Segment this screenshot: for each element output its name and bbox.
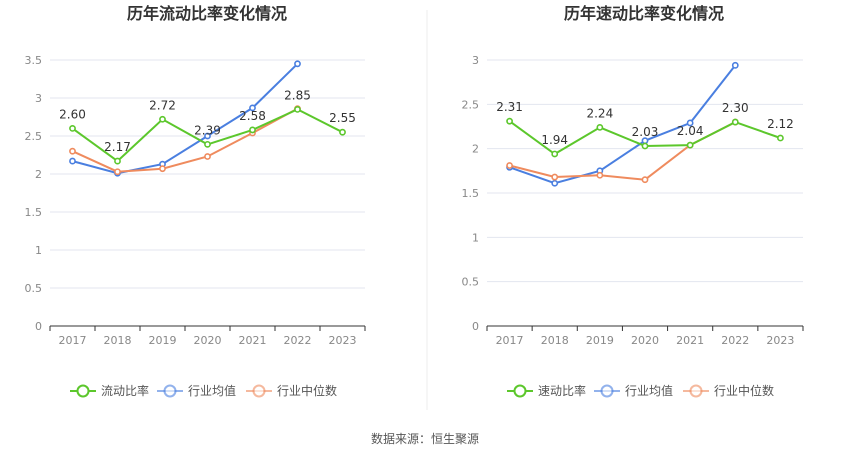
data-point [777, 134, 784, 142]
legend-item-3: 行业中位数 [683, 383, 774, 398]
legend-item-3: 行业中位数 [246, 383, 337, 398]
data-label: 2.85 [284, 88, 311, 102]
x-tick-label: 2023 [766, 334, 794, 347]
y-tick-label: 2 [35, 168, 42, 181]
y-tick-label: 0.5 [462, 276, 480, 289]
data-point [731, 118, 739, 126]
y-tick-label: 1.5 [25, 206, 43, 219]
legend-item-1: 流动比率 [70, 383, 149, 398]
x-tick-label: 2017 [496, 334, 524, 347]
data-point [686, 141, 694, 149]
legend-marker [600, 384, 614, 398]
legend-marker [252, 384, 266, 398]
x-tick-label: 2020 [631, 334, 659, 347]
data-label: 2.17 [104, 140, 131, 154]
data-point [69, 124, 76, 132]
legend-label: 速动比率 [538, 383, 586, 398]
data-point [551, 179, 559, 187]
data-label: 2.72 [149, 98, 176, 112]
series-line-3 [72, 107, 298, 173]
chart-title: 历年流动比率变化情况 [127, 4, 287, 23]
data-point [204, 153, 211, 160]
source-note: 数据来源：恒生聚源 [371, 431, 479, 446]
data-point [596, 123, 604, 131]
data-point [204, 132, 211, 140]
data-point [506, 162, 513, 169]
data-point [249, 104, 256, 112]
data-label: 2.03 [632, 125, 659, 139]
data-point [551, 173, 559, 181]
data-point [339, 128, 346, 136]
data-point [159, 115, 166, 123]
legend-label: 流动比率 [101, 383, 149, 398]
legend-marker [76, 384, 90, 398]
data-point [114, 157, 121, 165]
data-point [159, 165, 166, 173]
legend-label: 行业均值 [188, 383, 236, 398]
legend-item-1: 速动比率 [507, 383, 586, 398]
y-tick-label: 2.5 [462, 98, 480, 111]
data-label: 2.12 [767, 117, 794, 131]
series-line-2 [509, 64, 737, 185]
data-point [641, 176, 649, 184]
legend-label: 行业均值 [625, 383, 673, 398]
y-tick-label: 0 [472, 320, 479, 333]
data-label: 2.60 [59, 107, 86, 121]
chart-panel-2: 历年速动比率变化情况 0 0.5 1 1.5 2 2.5 3 2017 2018 2019 2020 2… [462, 4, 804, 398]
data-point [596, 171, 604, 179]
x-tick-label: 2019 [149, 334, 177, 347]
x-tick-label: 2021 [239, 334, 267, 347]
data-label: 2.58 [239, 109, 266, 123]
legend-label: 行业中位数 [277, 383, 337, 398]
data-label: 2.04 [677, 124, 704, 138]
data-point [114, 168, 121, 176]
data-point [204, 140, 211, 148]
data-label: 2.24 [586, 106, 613, 120]
data-label: 2.30 [722, 101, 749, 115]
legend-marker [513, 384, 527, 398]
data-label: 2.55 [329, 111, 356, 125]
y-tick-label: 2.5 [25, 130, 43, 143]
y-tick-label: 1.5 [462, 187, 480, 200]
legend-item-2: 行业均值 [157, 383, 236, 398]
x-tick-label: 2021 [676, 334, 704, 347]
chart-title: 历年速动比率变化情况 [564, 4, 724, 23]
legend-item-2: 行业均值 [594, 383, 673, 398]
data-point [294, 60, 301, 68]
legend-label: 行业中位数 [714, 383, 774, 398]
x-tick-label: 2022 [721, 334, 749, 347]
data-point [641, 142, 649, 150]
y-tick-label: 1 [472, 231, 479, 244]
x-tick-label: 2018 [104, 334, 132, 347]
x-tick-label: 2019 [586, 334, 614, 347]
data-point [69, 157, 76, 165]
y-tick-label: 0.5 [25, 282, 43, 295]
y-tick-label: 3 [35, 92, 42, 105]
data-point [294, 106, 301, 113]
y-tick-label: 0 [35, 320, 42, 333]
data-point [249, 126, 256, 134]
x-tick-label: 2017 [59, 334, 87, 347]
y-tick-label: 1 [35, 244, 42, 257]
data-point [686, 119, 694, 127]
series-line-2 [72, 63, 299, 175]
x-tick-label: 2023 [329, 334, 357, 347]
y-tick-label: 2 [472, 143, 479, 156]
chart-panel-1: 历年流动比率变化情况 0 0.5 1 1.5 2 2.5 3 3.5 2017 2018 2019 20… [25, 4, 366, 398]
x-tick-label: 2020 [194, 334, 222, 347]
legend-marker [689, 384, 703, 398]
y-tick-label: 3.5 [25, 54, 43, 67]
data-point [506, 117, 513, 125]
x-tick-label: 2018 [541, 334, 569, 347]
data-point [551, 150, 559, 158]
y-tick-label: 3 [472, 54, 479, 67]
data-point [731, 61, 739, 69]
data-point [69, 147, 76, 155]
data-label: 2.31 [496, 100, 523, 114]
legend-marker [163, 384, 177, 398]
data-label: 2.39 [194, 123, 221, 137]
x-tick-label: 2022 [284, 334, 312, 347]
data-label: 1.94 [541, 133, 568, 147]
